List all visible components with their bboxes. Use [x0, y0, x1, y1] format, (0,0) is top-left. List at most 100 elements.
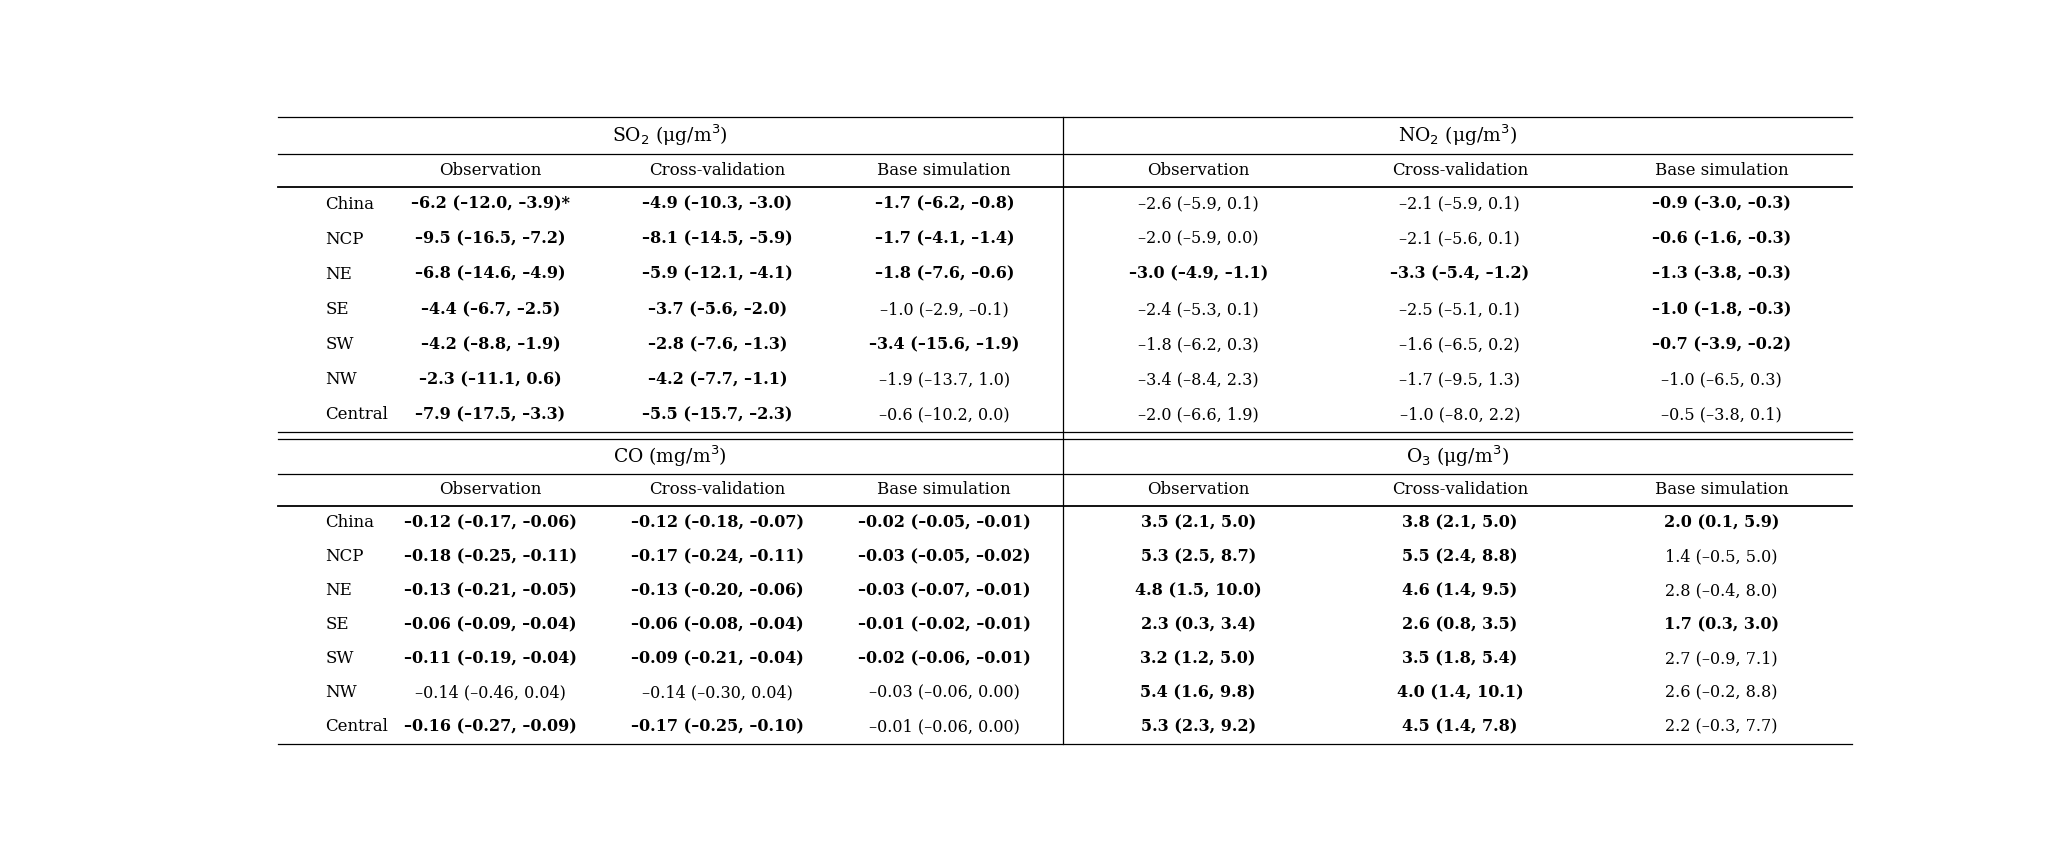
- Text: Central: Central: [325, 406, 389, 423]
- Text: –6.2 (–12.0, –3.9)*: –6.2 (–12.0, –3.9)*: [411, 196, 570, 212]
- Text: Cross-validation: Cross-validation: [649, 162, 785, 179]
- Text: 2.3 (0.3, 3.4): 2.3 (0.3, 3.4): [1141, 616, 1255, 633]
- Text: –0.01 (–0.02, –0.01): –0.01 (–0.02, –0.01): [858, 616, 1031, 633]
- Text: 3.8 (2.1, 5.0): 3.8 (2.1, 5.0): [1401, 514, 1517, 531]
- Text: –5.9 (–12.1, –4.1): –5.9 (–12.1, –4.1): [643, 266, 794, 283]
- Text: –2.6 (–5.9, 0.1): –2.6 (–5.9, 0.1): [1137, 196, 1259, 212]
- Text: NE: NE: [325, 266, 351, 283]
- Text: –7.9 (–17.5, –3.3): –7.9 (–17.5, –3.3): [415, 406, 566, 423]
- Text: 4.5 (1.4, 7.8): 4.5 (1.4, 7.8): [1401, 718, 1517, 735]
- Text: –9.5 (–16.5, –7.2): –9.5 (–16.5, –7.2): [415, 231, 566, 248]
- Text: 4.8 (1.5, 10.0): 4.8 (1.5, 10.0): [1135, 583, 1261, 599]
- Text: –1.7 (–6.2, –0.8): –1.7 (–6.2, –0.8): [874, 196, 1015, 212]
- Text: O$_3$ (μg/m$^3$): O$_3$ (μg/m$^3$): [1406, 443, 1509, 469]
- Text: –2.0 (–6.6, 1.9): –2.0 (–6.6, 1.9): [1137, 406, 1259, 423]
- Text: –2.1 (–5.9, 0.1): –2.1 (–5.9, 0.1): [1399, 196, 1519, 212]
- Text: –8.1 (–14.5, –5.9): –8.1 (–14.5, –5.9): [643, 231, 792, 248]
- Text: –1.7 (–9.5, 1.3): –1.7 (–9.5, 1.3): [1399, 371, 1521, 388]
- Text: –0.12 (–0.18, –0.07): –0.12 (–0.18, –0.07): [630, 514, 804, 531]
- Text: –0.17 (–0.25, –0.10): –0.17 (–0.25, –0.10): [630, 718, 804, 735]
- Text: 2.6 (–0.2, 8.8): 2.6 (–0.2, 8.8): [1666, 685, 1778, 701]
- Text: 2.7 (–0.9, 7.1): 2.7 (–0.9, 7.1): [1666, 650, 1778, 668]
- Text: Central: Central: [325, 718, 389, 735]
- Text: –0.02 (–0.05, –0.01): –0.02 (–0.05, –0.01): [858, 514, 1031, 531]
- Text: –1.6 (–6.5, 0.2): –1.6 (–6.5, 0.2): [1399, 336, 1519, 353]
- Text: –0.16 (–0.27, –0.09): –0.16 (–0.27, –0.09): [403, 718, 577, 735]
- Text: –1.3 (–3.8, –0.3): –1.3 (–3.8, –0.3): [1652, 266, 1790, 283]
- Text: –4.9 (–10.3, –3.0): –4.9 (–10.3, –3.0): [643, 196, 792, 212]
- Text: –0.13 (–0.20, –0.06): –0.13 (–0.20, –0.06): [630, 583, 804, 599]
- Text: –0.9 (–3.0, –0.3): –0.9 (–3.0, –0.3): [1652, 196, 1790, 212]
- Text: Observation: Observation: [1147, 481, 1248, 498]
- Text: –4.4 (–6.7, –2.5): –4.4 (–6.7, –2.5): [422, 301, 560, 318]
- Text: –1.9 (–13.7, 1.0): –1.9 (–13.7, 1.0): [878, 371, 1011, 388]
- Text: –3.0 (–4.9, –1.1): –3.0 (–4.9, –1.1): [1129, 266, 1267, 283]
- Text: SW: SW: [325, 650, 353, 668]
- Text: 2.8 (–0.4, 8.0): 2.8 (–0.4, 8.0): [1666, 583, 1778, 599]
- Text: 5.3 (2.3, 9.2): 5.3 (2.3, 9.2): [1141, 718, 1257, 735]
- Text: 2.2 (–0.3, 7.7): 2.2 (–0.3, 7.7): [1666, 718, 1778, 735]
- Text: –2.8 (–7.6, –1.3): –2.8 (–7.6, –1.3): [647, 336, 788, 353]
- Text: –4.2 (–8.8, –1.9): –4.2 (–8.8, –1.9): [420, 336, 560, 353]
- Text: NCP: NCP: [325, 231, 364, 248]
- Text: –0.02 (–0.06, –0.01): –0.02 (–0.06, –0.01): [858, 650, 1031, 668]
- Text: –0.17 (–0.24, –0.11): –0.17 (–0.24, –0.11): [630, 548, 804, 566]
- Text: –0.06 (–0.08, –0.04): –0.06 (–0.08, –0.04): [630, 616, 804, 633]
- Text: –2.4 (–5.3, 0.1): –2.4 (–5.3, 0.1): [1137, 301, 1259, 318]
- Text: –3.4 (–8.4, 2.3): –3.4 (–8.4, 2.3): [1137, 371, 1259, 388]
- Text: –1.0 (–6.5, 0.3): –1.0 (–6.5, 0.3): [1662, 371, 1782, 388]
- Text: –0.18 (–0.25, –0.11): –0.18 (–0.25, –0.11): [403, 548, 577, 566]
- Text: 2.0 (0.1, 5.9): 2.0 (0.1, 5.9): [1664, 514, 1780, 531]
- Text: –3.7 (–5.6, –2.0): –3.7 (–5.6, –2.0): [647, 301, 788, 318]
- Text: NCP: NCP: [325, 548, 364, 566]
- Text: –0.03 (–0.07, –0.01): –0.03 (–0.07, –0.01): [858, 583, 1031, 599]
- Text: Observation: Observation: [438, 162, 542, 179]
- Text: 4.0 (1.4, 10.1): 4.0 (1.4, 10.1): [1397, 685, 1523, 701]
- Text: 3.5 (1.8, 5.4): 3.5 (1.8, 5.4): [1401, 650, 1517, 668]
- Text: 3.2 (1.2, 5.0): 3.2 (1.2, 5.0): [1141, 650, 1257, 668]
- Text: Observation: Observation: [438, 481, 542, 498]
- Text: Base simulation: Base simulation: [1656, 162, 1788, 179]
- Text: SE: SE: [325, 301, 349, 318]
- Text: –1.8 (–6.2, 0.3): –1.8 (–6.2, 0.3): [1137, 336, 1259, 353]
- Text: 5.4 (1.6, 9.8): 5.4 (1.6, 9.8): [1141, 685, 1257, 701]
- Text: NW: NW: [325, 685, 358, 701]
- Text: –0.13 (–0.21, –0.05): –0.13 (–0.21, –0.05): [403, 583, 577, 599]
- Text: 1.4 (–0.5, 5.0): 1.4 (–0.5, 5.0): [1666, 548, 1778, 566]
- Text: Base simulation: Base simulation: [878, 481, 1011, 498]
- Text: –2.5 (–5.1, 0.1): –2.5 (–5.1, 0.1): [1399, 301, 1519, 318]
- Text: –0.6 (–10.2, 0.0): –0.6 (–10.2, 0.0): [878, 406, 1009, 423]
- Text: 5.5 (2.4, 8.8): 5.5 (2.4, 8.8): [1401, 548, 1517, 566]
- Text: 2.6 (0.8, 3.5): 2.6 (0.8, 3.5): [1401, 616, 1517, 633]
- Text: Base simulation: Base simulation: [1656, 481, 1788, 498]
- Text: –3.4 (–15.6, –1.9): –3.4 (–15.6, –1.9): [868, 336, 1019, 353]
- Text: –0.03 (–0.05, –0.02): –0.03 (–0.05, –0.02): [858, 548, 1031, 566]
- Text: NE: NE: [325, 583, 351, 599]
- Text: –0.12 (–0.17, –0.06): –0.12 (–0.17, –0.06): [403, 514, 577, 531]
- Text: Cross-validation: Cross-validation: [1391, 481, 1528, 498]
- Text: –0.01 (–0.06, 0.00): –0.01 (–0.06, 0.00): [868, 718, 1019, 735]
- Text: –0.06 (–0.09, –0.04): –0.06 (–0.09, –0.04): [405, 616, 577, 633]
- Text: –5.5 (–15.7, –2.3): –5.5 (–15.7, –2.3): [643, 406, 792, 423]
- Text: –1.7 (–4.1, –1.4): –1.7 (–4.1, –1.4): [874, 231, 1015, 248]
- Text: –6.8 (–14.6, –4.9): –6.8 (–14.6, –4.9): [415, 266, 566, 283]
- Text: –0.6 (–1.6, –0.3): –0.6 (–1.6, –0.3): [1652, 231, 1790, 248]
- Text: –2.3 (–11.1, 0.6): –2.3 (–11.1, 0.6): [420, 371, 562, 388]
- Text: –2.0 (–5.9, 0.0): –2.0 (–5.9, 0.0): [1139, 231, 1259, 248]
- Text: SW: SW: [325, 336, 353, 353]
- Text: NW: NW: [325, 371, 358, 388]
- Text: –0.03 (–0.06, 0.00): –0.03 (–0.06, 0.00): [868, 685, 1019, 701]
- Text: –0.14 (–0.30, 0.04): –0.14 (–0.30, 0.04): [643, 685, 794, 701]
- Text: –3.3 (–5.4, –1.2): –3.3 (–5.4, –1.2): [1391, 266, 1530, 283]
- Text: Cross-validation: Cross-validation: [649, 481, 785, 498]
- Text: China: China: [325, 514, 374, 531]
- Text: –1.8 (–7.6, –0.6): –1.8 (–7.6, –0.6): [874, 266, 1015, 283]
- Text: Observation: Observation: [1147, 162, 1248, 179]
- Text: Base simulation: Base simulation: [878, 162, 1011, 179]
- Text: –0.09 (–0.21, –0.04): –0.09 (–0.21, –0.04): [630, 650, 804, 668]
- Text: –0.5 (–3.8, 0.1): –0.5 (–3.8, 0.1): [1662, 406, 1782, 423]
- Text: –1.0 (–8.0, 2.2): –1.0 (–8.0, 2.2): [1399, 406, 1519, 423]
- Text: –0.11 (–0.19, –0.04): –0.11 (–0.19, –0.04): [403, 650, 577, 668]
- Text: SE: SE: [325, 616, 349, 633]
- Text: China: China: [325, 196, 374, 212]
